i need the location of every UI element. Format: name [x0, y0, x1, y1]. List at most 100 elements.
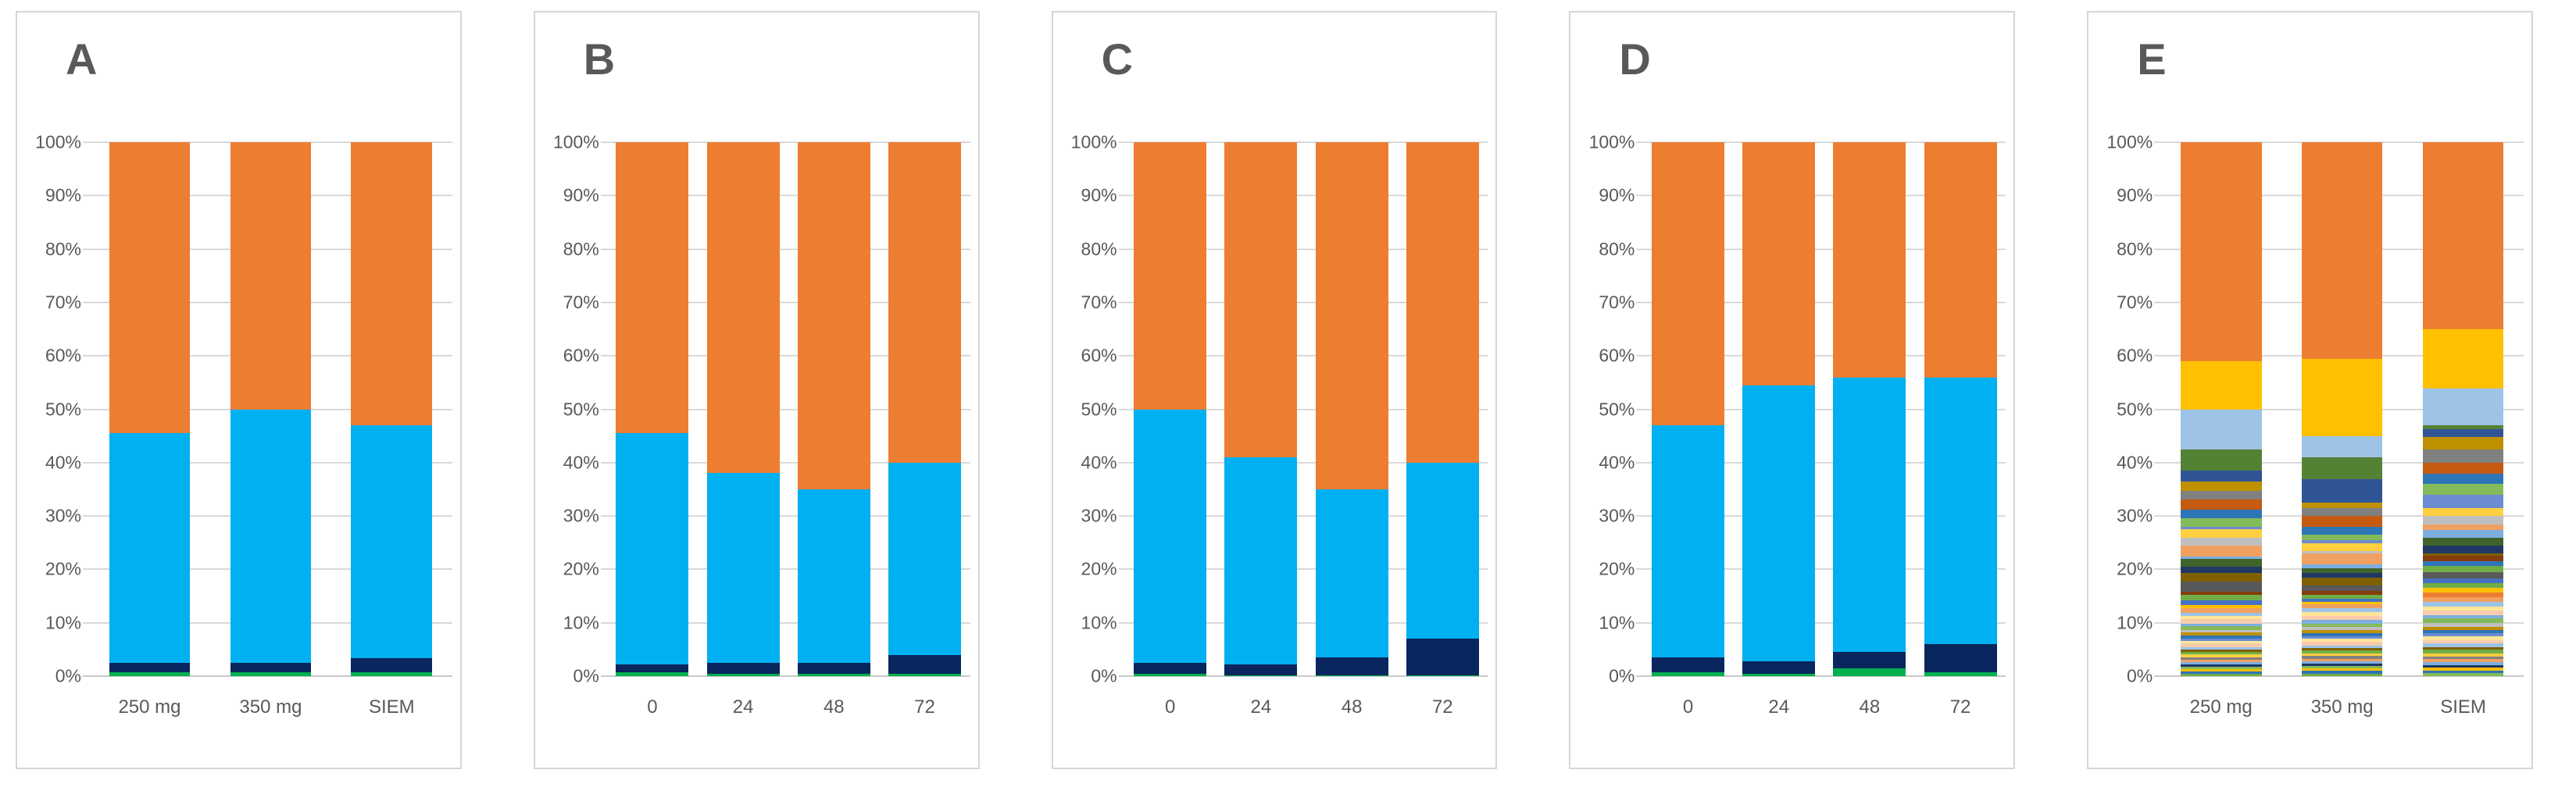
bar-48	[797, 142, 870, 676]
bar-segment-light-blue	[351, 425, 433, 659]
bar-slot	[698, 142, 788, 676]
y-tick-label: 0%	[1609, 665, 1635, 686]
bar-segment-skyblue	[2180, 623, 2262, 626]
y-tick-label: 30%	[1599, 505, 1635, 526]
gridline	[1636, 248, 2006, 250]
bar-segment-medgreen	[2180, 673, 2262, 676]
panel-c: C 100% 90% 80% 70% 60% 50% 40% 30% 20% 10% 0% 0 24 48 7…	[1051, 11, 1498, 769]
bar-segment-salmon	[2422, 524, 2504, 530]
bar-segment-lightblue	[2422, 643, 2504, 647]
bar-segment-olive	[2422, 626, 2504, 630]
bar-segment-bright-green-bottom	[1652, 672, 1724, 676]
bar-segment-lightgreen	[2301, 623, 2383, 628]
bar-segment-light-blue	[1315, 489, 1388, 658]
gridline	[2154, 141, 2524, 143]
bar-segment-dark-navy	[1315, 657, 1388, 675]
plot-area	[2154, 141, 2524, 677]
bar-segment-bright-green-bottom	[351, 672, 433, 676]
panel-letter: C	[1101, 34, 1134, 84]
bar-segment-medgreen	[2301, 673, 2383, 676]
bar-segment-salmon	[2301, 658, 2383, 661]
y-axis: 100% 90% 80% 70% 60% 50% 40% 30% 20% 10% 0%	[27, 132, 89, 686]
bar-segment-orange-top	[797, 142, 870, 489]
y-tick-label: 40%	[563, 452, 599, 473]
bar-segment-bright-green-bottom	[230, 672, 312, 676]
gridline	[600, 301, 970, 303]
bar-segment-cornflower	[2422, 495, 2504, 509]
bar-0	[1652, 142, 1724, 676]
bar-segment-gold	[2180, 361, 2262, 410]
bar-segment-dark-navy	[1742, 661, 1816, 674]
bar-segment-cream	[2301, 639, 2383, 643]
bar-slot	[331, 142, 452, 676]
y-tick-label: 10%	[1081, 612, 1117, 633]
bar-slot	[788, 142, 879, 676]
bar-segment-medgreen	[2180, 595, 2262, 601]
chart-area: 100% 90% 80% 70% 60% 50% 40% 30% 20% 10% 0% 250 mg 3…	[27, 132, 452, 718]
bar-segment-bright-green-bottom	[1134, 673, 1207, 676]
x-axis-label-24: 24	[1250, 696, 1272, 718]
panel-letter: E	[2137, 34, 2167, 84]
bar-segment-light-blue	[616, 433, 689, 664]
plot-area	[1118, 141, 1488, 677]
bar-24	[706, 142, 780, 676]
chart-area: 100% 90% 80% 70% 60% 50% 40% 30% 20% 10% 0% 0 24 48 72	[1580, 132, 2006, 718]
y-tick-label: 30%	[563, 505, 599, 526]
y-tick-label: 70%	[1081, 292, 1117, 313]
y-tick-label: 50%	[2117, 399, 2153, 419]
bar-segment-peach	[2422, 639, 2504, 644]
bar-segment-salmon	[2180, 608, 2262, 613]
bar-slots	[1125, 142, 1488, 676]
bar-segment-gray	[2301, 656, 2383, 659]
bar-segment-bright-green-bottom	[706, 673, 780, 676]
panel-e: E 100% 90% 80% 70% 60% 50% 40% 30% 20% 10% 0% 250 mg…	[2087, 11, 2533, 769]
bar-slot	[2281, 142, 2403, 676]
bar-segment-blue	[2301, 632, 2383, 636]
bar-segment-cream	[2180, 641, 2262, 644]
bar-segment-light-blue	[1224, 456, 1298, 664]
bar-segment-bright-green-bottom	[1924, 672, 1997, 676]
bar-segment-silver	[2180, 629, 2262, 633]
bar-segment-lightblue	[2301, 608, 2383, 613]
bar-24	[1742, 142, 1816, 676]
bar-segment-peach	[2180, 619, 2262, 624]
bar-segment-skyblue	[2422, 529, 2504, 538]
bar-segment-light-blue	[797, 489, 870, 663]
bar-slot	[1642, 142, 1733, 676]
bar-segment-cornflower	[2301, 636, 2383, 639]
y-tick-label: 80%	[563, 238, 599, 260]
bar-segment-blue	[2180, 671, 2262, 674]
chart-inner: 100% 90% 80% 70% 60% 50% 40% 30% 20% 10% 0%	[27, 132, 452, 686]
y-tick-label: 20%	[45, 558, 81, 579]
bar-slots	[1642, 142, 2006, 676]
y-tick-label: 100%	[35, 131, 81, 152]
bar-segment-light-blue	[230, 409, 312, 663]
x-axis-label-siem: SIEM	[2440, 696, 2486, 718]
bar-segment-yellow	[2422, 508, 2504, 517]
gridline	[1636, 461, 2006, 464]
bar-slot	[1397, 142, 1488, 676]
bar-segment-yellow	[2301, 653, 2383, 657]
figure-panels: A 100% 90% 80% 70% 60% 50% 40% 30% 20% 10% 0% 250 mg…	[16, 11, 2533, 769]
bar-segment-navy864	[2422, 664, 2504, 668]
bar-segment-dark-navy	[1134, 662, 1207, 674]
bar-segment-light-blue	[1134, 409, 1207, 663]
x-axis-label-0: 0	[1165, 696, 1176, 718]
bar-segment-olive	[2180, 632, 2262, 636]
bar-segment-green548	[2180, 449, 2262, 471]
y-tick-label: 100%	[2106, 131, 2153, 152]
bar-segment-silver	[2422, 622, 2504, 627]
gridline	[600, 515, 970, 517]
bar-segment-cream	[2301, 612, 2383, 616]
bar-segment-blue	[2422, 670, 2504, 673]
bar-segment-orange-top	[1406, 142, 1479, 463]
bar-segment-cream	[2422, 606, 2504, 611]
bar-segment-gold	[2301, 601, 2383, 605]
x-axis-label-0: 0	[1682, 696, 1694, 718]
bar-segment-royalblue	[2301, 598, 2383, 602]
bar-segment-bright-green-bottom	[888, 673, 961, 676]
bar-segment-dark-navy	[1924, 644, 1997, 673]
bar-segment-orange-top	[888, 142, 961, 463]
gridline	[600, 408, 970, 410]
gridline	[83, 141, 452, 143]
